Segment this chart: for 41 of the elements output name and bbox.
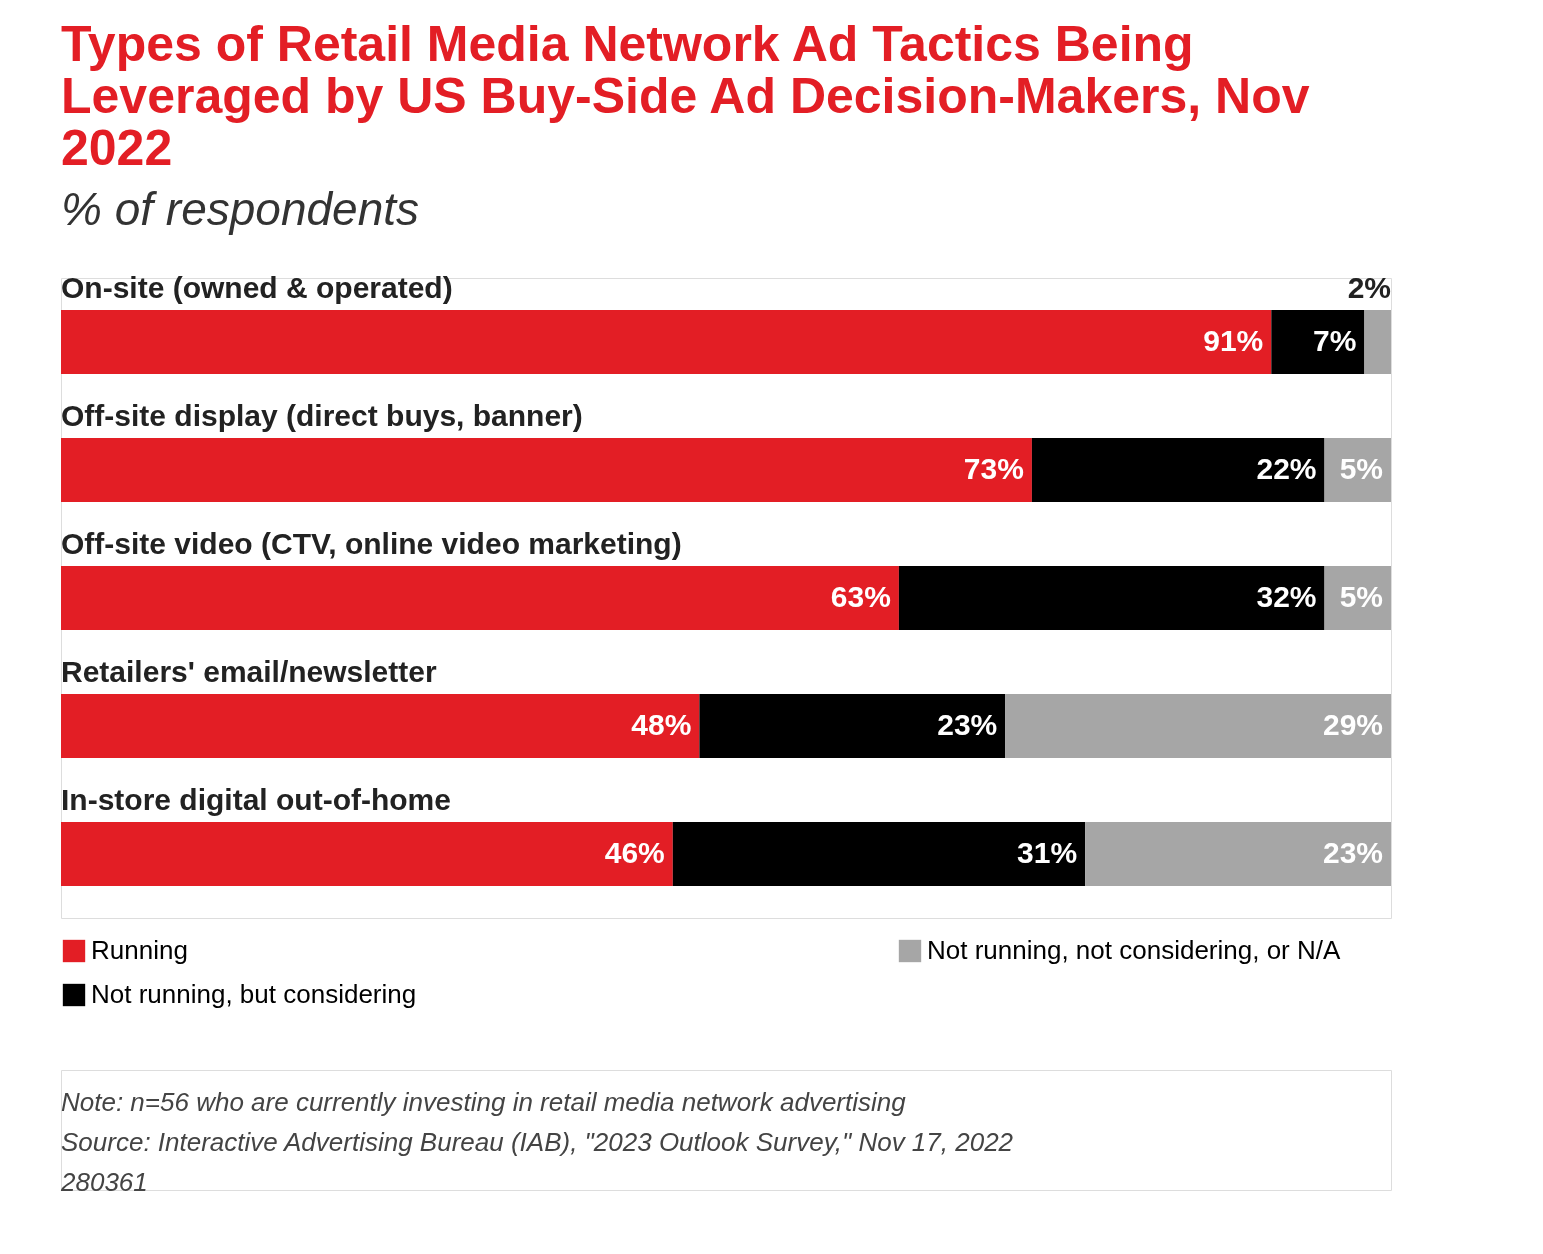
- data-label: 23%: [1322, 836, 1383, 869]
- y-tick-label: Off-site video (CTV, online video marketing): [61, 527, 682, 560]
- bar: [1364, 310, 1391, 374]
- bar: [1005, 694, 1391, 758]
- y-tick-label: Off-site display (direct buys, banner): [61, 399, 583, 432]
- data-label: 91%: [1203, 324, 1264, 357]
- bar: [61, 822, 673, 886]
- y-tick-label: In-store digital out-of-home: [61, 783, 451, 816]
- y-tick-label: Retailers' email/newsletter: [61, 655, 437, 688]
- bar: [61, 694, 700, 758]
- data-label: 46%: [604, 836, 665, 869]
- text: 280361: [60, 1167, 148, 1197]
- data-label: 22%: [1256, 452, 1317, 485]
- bar: [61, 566, 899, 630]
- bar: [898, 566, 1325, 630]
- legend-label: Running: [91, 935, 188, 965]
- bar: [1031, 438, 1325, 502]
- data-label: 23%: [937, 708, 998, 741]
- chart-title: Types of Retail Media Network Ad Tactics Being Leveraged by US Buy-Side Ad Decision-Makers, Nov 2022: [61, 16, 1310, 176]
- data-label: 29%: [1322, 708, 1383, 741]
- data-label: 5%: [1339, 580, 1383, 613]
- y-tick-label: On-site (owned & operated): [61, 271, 453, 304]
- data-label: 2%: [1347, 271, 1391, 304]
- bar: [1085, 822, 1391, 886]
- data-label: 48%: [631, 708, 692, 741]
- legend-label: Not running, but considering: [91, 979, 417, 1009]
- data-label: 31%: [1017, 836, 1078, 869]
- bar: [1271, 310, 1365, 374]
- chart-subtitle: % of respondents: [61, 183, 420, 235]
- text: Note: n=56 who are currently investing in retail media network advertising: [61, 1087, 907, 1117]
- bar: [61, 310, 1272, 374]
- data-label: 5%: [1339, 452, 1383, 485]
- data-label: 73%: [963, 452, 1024, 485]
- data-label: 63%: [830, 580, 891, 613]
- data-label: 32%: [1256, 580, 1317, 613]
- bar: [699, 694, 1006, 758]
- bar: [61, 438, 1032, 502]
- data-label: 7%: [1313, 324, 1357, 357]
- bar: [672, 822, 1086, 886]
- legend-label: Not running, not considering, or N/A: [927, 935, 1341, 965]
- source-note: Source: Interactive Advertising Bureau (IAB), "2023 Outlook Survey," Nov 17, 2022: [61, 1127, 1014, 1157]
